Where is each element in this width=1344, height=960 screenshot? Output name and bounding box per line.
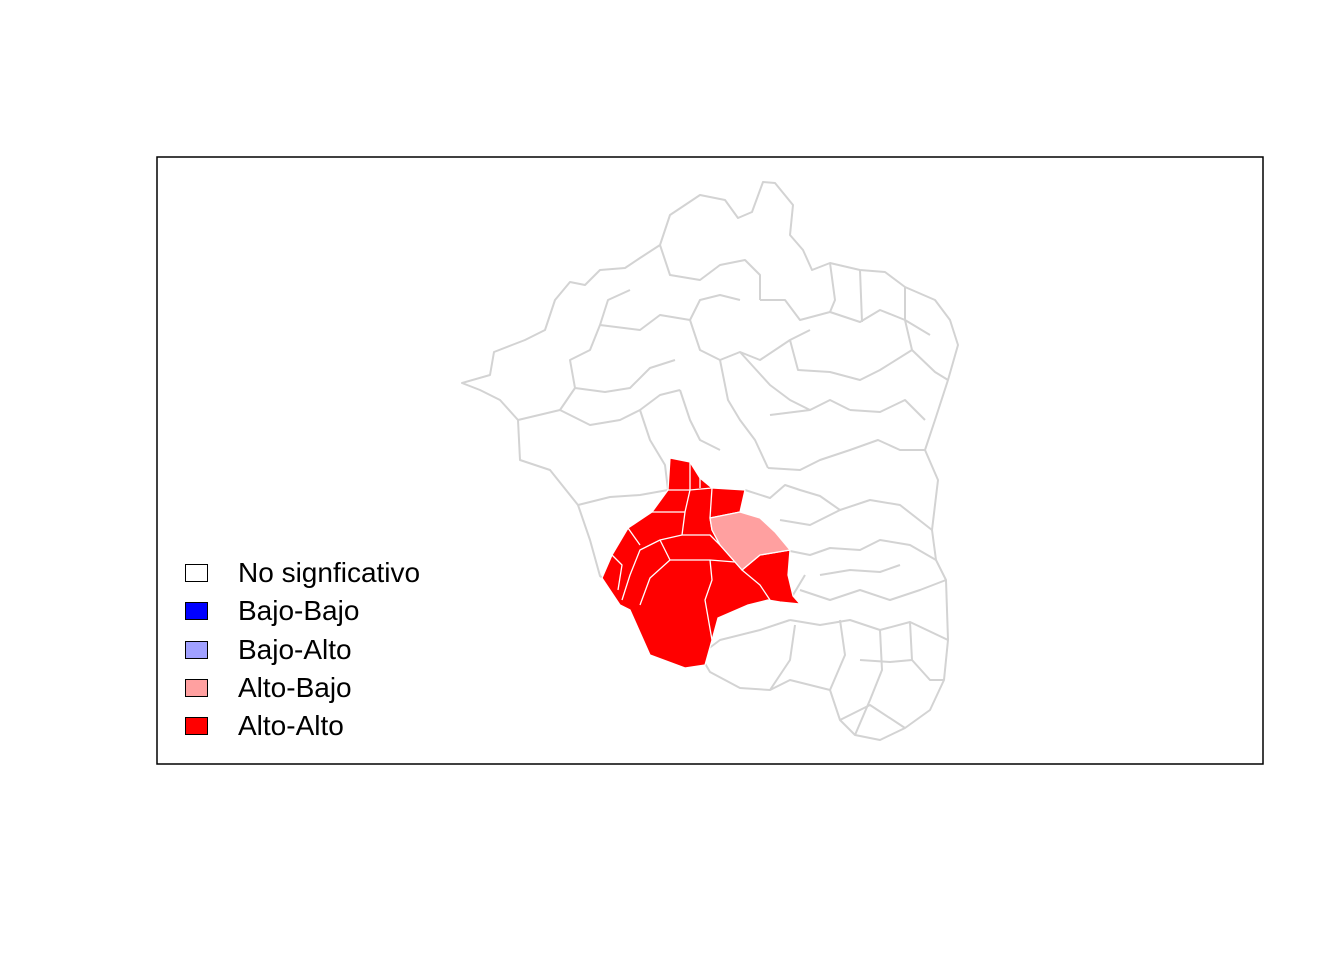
- legend-item-no-significativo: No signficativo: [185, 556, 485, 594]
- legend-label: Bajo-Alto: [238, 633, 352, 665]
- alto-bajo-cluster: [709, 511, 791, 571]
- legend-swatch-bajo-bajo: [185, 602, 208, 621]
- legend-item-alto-alto: Alto-Alto: [185, 709, 485, 747]
- plot-frame: [156, 156, 1264, 765]
- region-boundaries: [461, 181, 959, 741]
- legend-item-alto-bajo: Alto-Bajo: [185, 671, 485, 709]
- region-outline: [461, 181, 959, 741]
- legend-item-bajo-alto: Bajo-Alto: [185, 633, 485, 671]
- legend-label: Alto-Alto: [238, 710, 344, 742]
- legend-item-bajo-bajo: Bajo-Bajo: [185, 594, 485, 632]
- alto-alto-subdivisions: [611, 462, 771, 641]
- legend-swatch-alto-alto: [185, 717, 208, 736]
- legend-label: Bajo-Bajo: [238, 595, 360, 627]
- legend-swatch-alto-bajo: [185, 678, 208, 697]
- legend-swatch-no-significativo: [185, 564, 208, 582]
- alto-bajo-region: [709, 511, 791, 571]
- legend-label: Alto-Bajo: [238, 671, 352, 703]
- legend: No signficativo Bajo-Bajo Bajo-Alto Alto…: [185, 556, 485, 747]
- legend-label: No signficativo: [238, 557, 421, 588]
- internal-boundaries: [517, 244, 949, 736]
- legend-swatch-bajo-alto: [185, 640, 208, 659]
